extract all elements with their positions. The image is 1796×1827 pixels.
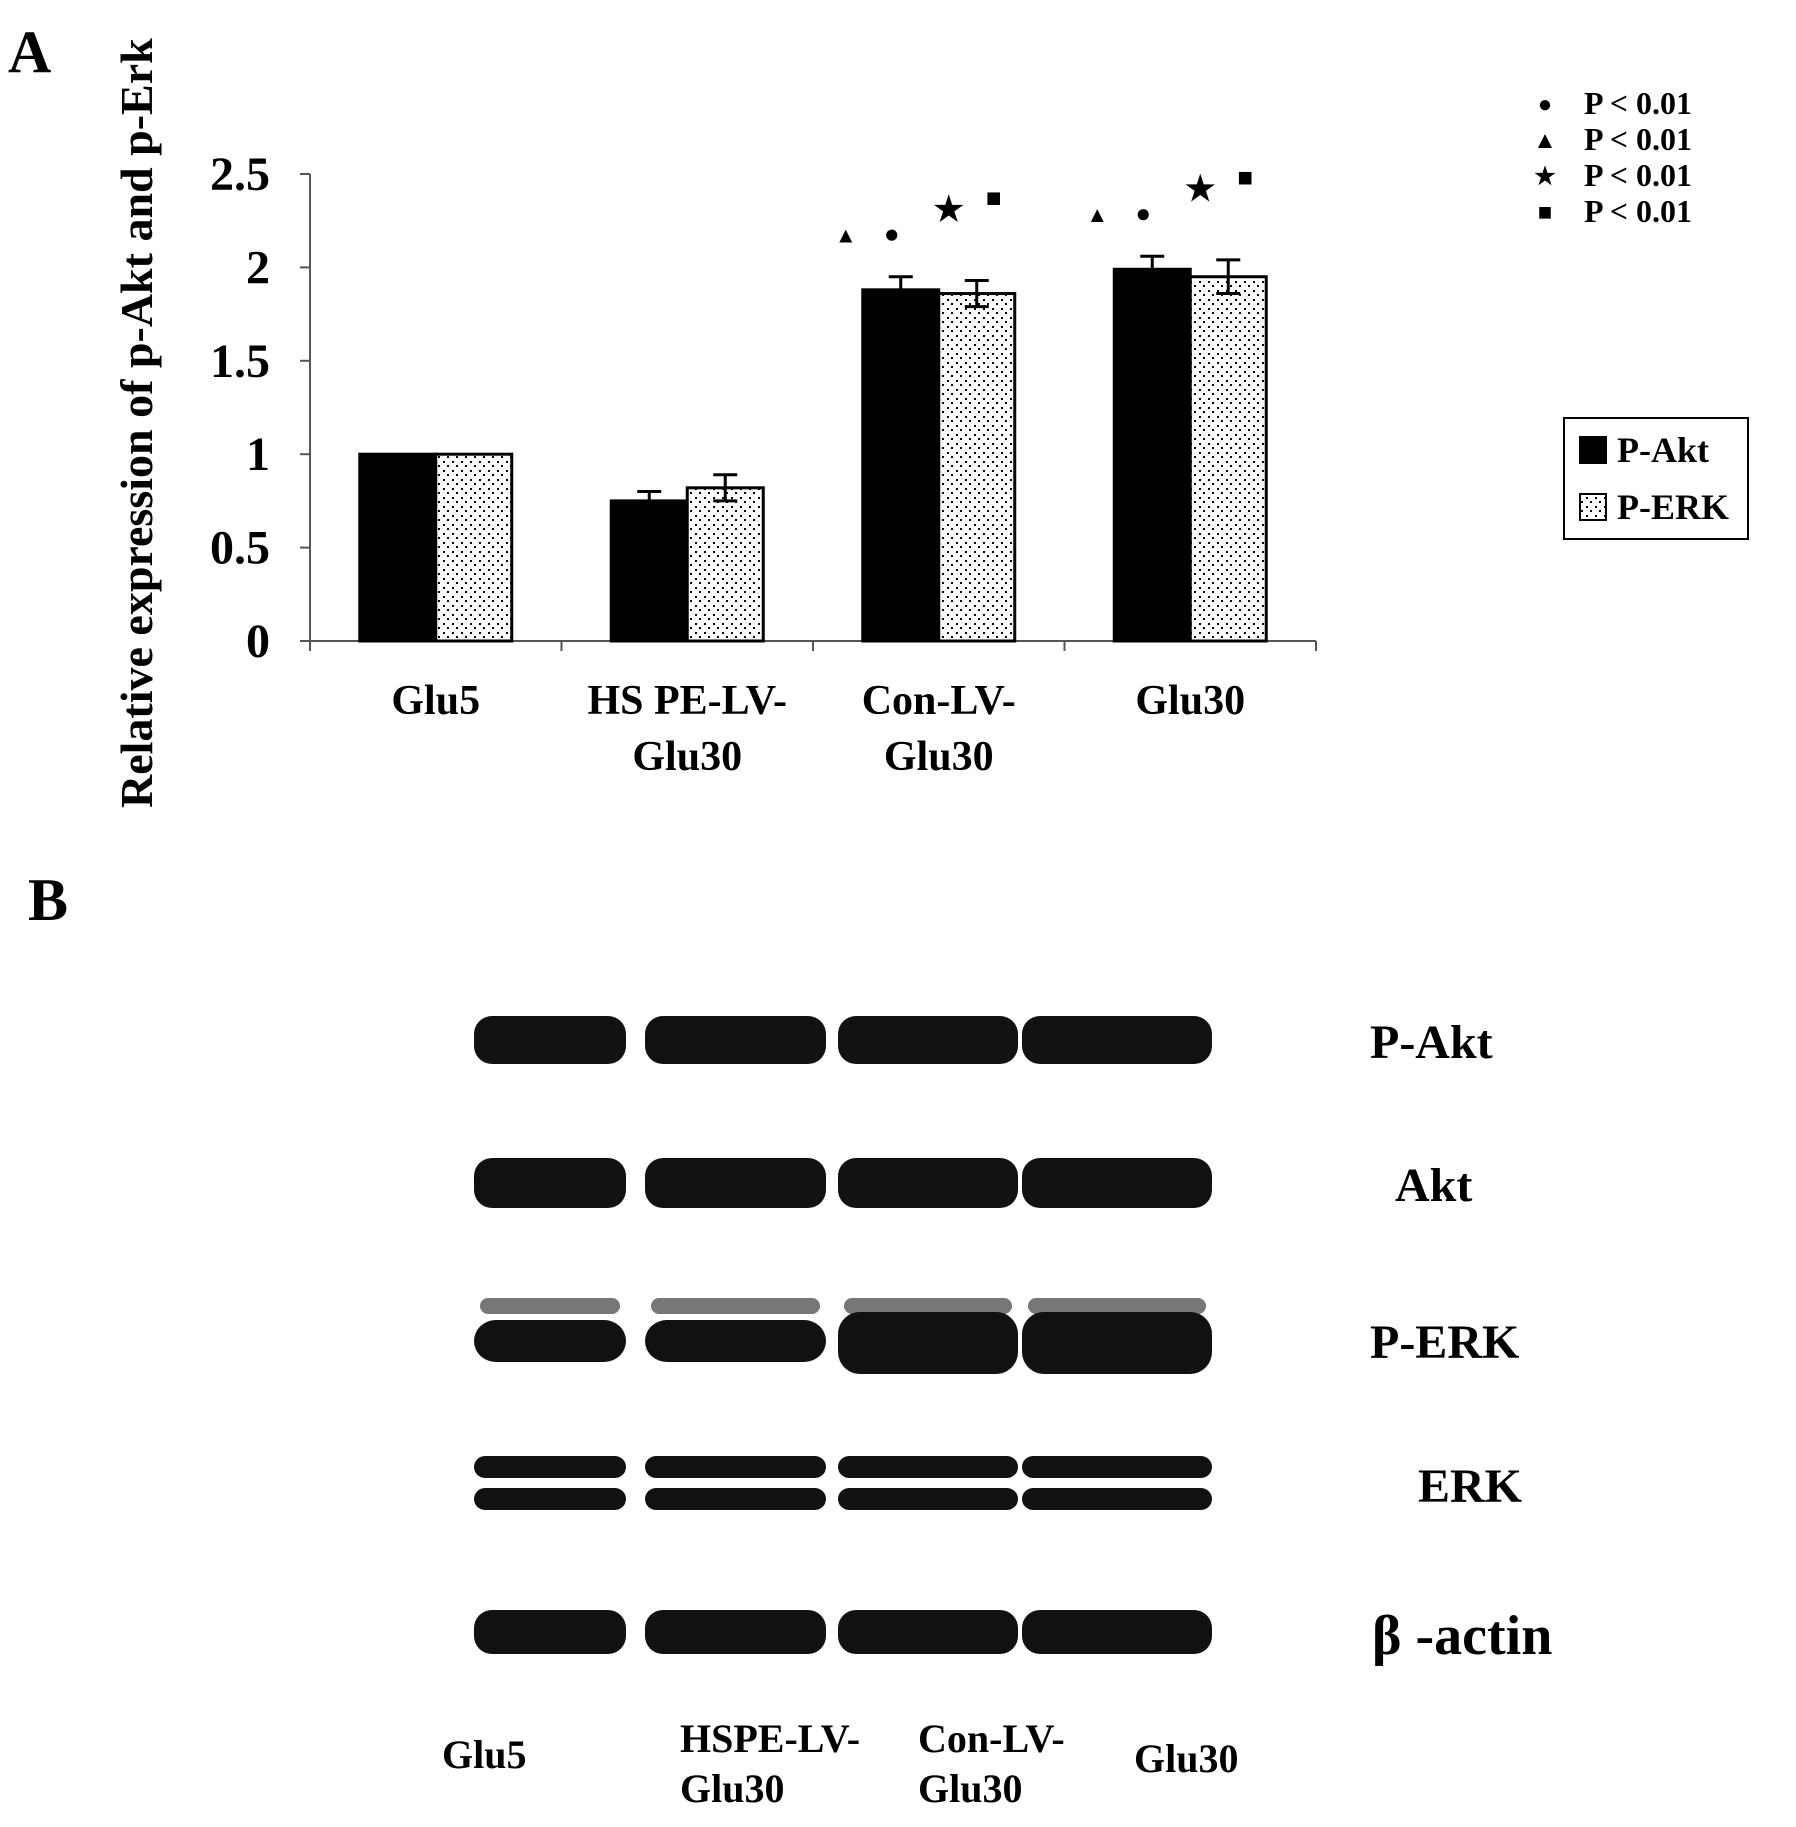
blot-lane-label: HSPE-LV-: [680, 1716, 860, 1761]
blot-band: [838, 1312, 1018, 1374]
y-tick-label: 0: [246, 615, 270, 668]
bar-chart: 0 0.5 1 1.5 2 2.5 Glu5 HS PE-LV- Glu30 Con-LV- Glu…: [210, 85, 1749, 780]
blot-band: [1022, 1610, 1212, 1654]
significance-mark: ■: [986, 184, 1002, 213]
blot-band-upper: [645, 1456, 826, 1478]
blot-band: [474, 1610, 626, 1654]
legend-swatch: [1579, 436, 1607, 464]
legend-label: P-Akt: [1617, 430, 1709, 470]
x-tick-label: Glu5: [391, 678, 480, 724]
blot-band-lower: [1022, 1488, 1212, 1510]
significance-mark: ●: [1135, 199, 1151, 228]
bar-p-erk: [434, 452, 514, 643]
blot-lane-label: Con-LV-: [918, 1716, 1065, 1761]
blot-band-faint: [844, 1298, 1012, 1314]
blot-lane-label: Glu5: [442, 1732, 526, 1777]
significance-legend-symbol: ■: [1538, 200, 1553, 226]
blot-band-faint: [480, 1298, 620, 1314]
blot-row-label: P-Akt: [1370, 1016, 1493, 1069]
significance-legend-text: P < 0.01: [1584, 85, 1692, 121]
blot-lane-label: Glu30: [918, 1766, 1022, 1811]
significance-legend-text: P < 0.01: [1584, 157, 1692, 193]
blot-band: [838, 1158, 1018, 1208]
blot-band: [645, 1158, 826, 1208]
significance-legend-text: P < 0.01: [1584, 121, 1692, 157]
significance-mark: ●: [884, 220, 900, 249]
blot-lane-label: Glu30: [680, 1766, 784, 1811]
bar-p-erk: [685, 486, 765, 643]
significance-mark: ★: [1185, 171, 1215, 208]
blot-band-lower: [645, 1488, 826, 1510]
bar-p-akt: [1112, 267, 1192, 643]
blot-band: [1022, 1016, 1212, 1064]
y-tick-label: 0.5: [210, 522, 270, 575]
blot-band-faint: [651, 1298, 820, 1314]
blot-band-faint: [1028, 1298, 1206, 1314]
blot-band-lower: [474, 1488, 626, 1510]
blot-band: [645, 1320, 826, 1362]
significance-legend-symbol: ▲: [1533, 128, 1557, 154]
blot-band: [838, 1016, 1018, 1064]
bar-p-akt: [861, 288, 941, 643]
y-tick-label: 1.5: [210, 335, 270, 388]
blot-row-label: ERK: [1418, 1460, 1522, 1513]
significance-legend-text: P < 0.01: [1584, 193, 1692, 229]
blot-row-label: β -actin: [1372, 1605, 1552, 1667]
bar-p-erk: [937, 292, 1017, 643]
significance-mark: ★: [934, 192, 964, 229]
panel-label-b: B: [28, 867, 69, 933]
x-tick-label: HS PE-LV-: [587, 678, 787, 724]
significance-mark: ▲: [835, 223, 857, 248]
blot-band: [474, 1016, 626, 1064]
significance-legend-symbol: ★: [1534, 164, 1556, 190]
bar-p-akt: [609, 499, 689, 643]
x-tick-label: Glu30: [632, 734, 742, 780]
y-tick-label: 2: [246, 241, 270, 294]
x-tick-label: Con-LV-: [862, 678, 1016, 724]
x-tick-label: Glu30: [1135, 678, 1245, 724]
legend-swatch: [1579, 493, 1607, 521]
blot-band-upper: [474, 1456, 626, 1478]
y-tick-label: 2.5: [210, 148, 270, 201]
blot-band: [645, 1610, 826, 1654]
western-blot: P-Akt Akt P-ERK ERK β -actin Glu5 HSPE-LV- Glu3…: [442, 1016, 1552, 1811]
y-tick-label: 1: [246, 428, 270, 481]
blot-band: [1022, 1158, 1212, 1208]
blot-band: [838, 1610, 1018, 1654]
panel-label-a: A: [8, 19, 52, 85]
legend-label: P-ERK: [1617, 487, 1729, 527]
bar-p-akt: [358, 452, 438, 643]
blot-band: [1022, 1312, 1212, 1374]
blot-row-label: P-ERK: [1370, 1316, 1519, 1369]
blot-band: [645, 1016, 826, 1064]
blot-band: [474, 1320, 626, 1362]
blot-band-upper: [838, 1456, 1018, 1478]
blot-row-label: Akt: [1395, 1159, 1472, 1212]
blot-band-lower: [838, 1488, 1018, 1510]
blot-band: [474, 1158, 626, 1208]
significance-mark: ▲: [1086, 202, 1108, 227]
blot-lane-label: Glu30: [1134, 1736, 1238, 1781]
significance-mark: ■: [1237, 163, 1253, 192]
bar-p-erk: [1188, 275, 1268, 643]
significance-legend-symbol: ●: [1538, 92, 1553, 118]
blot-band-upper: [1022, 1456, 1212, 1478]
x-tick-label: Glu30: [884, 734, 994, 780]
legend: P-Akt P-ERK: [1563, 417, 1749, 540]
